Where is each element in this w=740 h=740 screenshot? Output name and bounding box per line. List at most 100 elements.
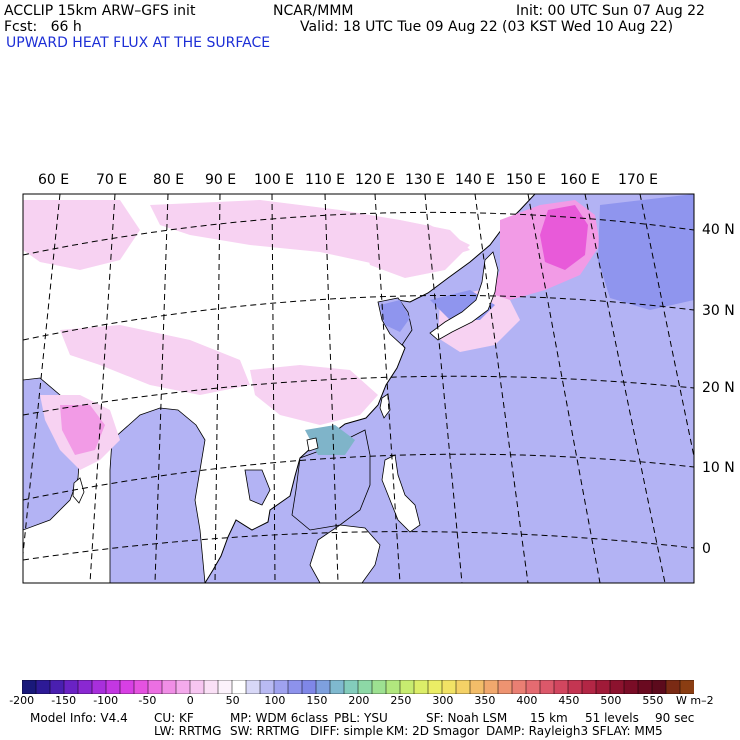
colorbar-tick-label: 300 [432,694,454,707]
colorbar-swatch [301,680,317,694]
pink-region-tibet [60,325,250,395]
lon-label: 150 E [506,172,547,188]
colorbar-tick-label: -200 [9,694,35,707]
colorbar-tick-label: -100 [93,694,119,707]
lon-label: 170 E [618,172,659,188]
colorbar-tick-label: 100 [264,694,286,707]
footer-diff: DIFF: simple [310,724,384,738]
gulf-of-thailand [244,469,271,506]
colorbar-swatch [469,680,485,694]
footer-pbl: PBL: YSU [334,711,388,725]
colorbar-swatch [595,680,611,694]
lon-label: 140 E [455,172,496,188]
colorbar-tick-label: 0 [186,694,194,707]
footer-mp: MP: WDM 6class [230,711,329,725]
lon-label: 100 E [254,172,295,188]
colorbar-swatch [245,680,261,694]
colorbar-swatch [623,680,639,694]
colorbar-swatch [525,680,541,694]
colorbar-swatch [161,680,177,694]
colorbar-swatch [259,680,275,694]
footer-damp: DAMP: Rayleigh3 [486,724,589,738]
colorbar-swatch [357,680,373,694]
colorbar-swatch [231,680,247,694]
colorbar-tick-label: -50 [138,694,157,707]
colorbar-swatch [637,680,653,694]
colorbar-tick-label: -150 [51,694,77,707]
lat-label: 0 [702,541,711,557]
footer-model-info: Model Info: V4.4 [30,711,128,725]
colorbar-swatch [287,680,303,694]
land-philippines [381,454,421,533]
map-frame [22,193,695,584]
pink-region-manchuria [360,225,470,278]
colorbar-swatch [413,680,429,694]
colorbar-swatch [483,680,499,694]
lat-label: 40 N [702,222,735,238]
colorbar-swatch [217,680,233,694]
colorbar-tick-label: 250 [390,694,412,707]
colorbar-swatch [91,680,107,694]
lon-label: 160 E [560,172,601,188]
footer-lw: LW: RRTMG [154,724,222,738]
colorbar-swatch [679,680,694,694]
magenta-ocean-core [540,205,588,270]
heat-flux-map [22,193,695,584]
colorbar-swatch [315,680,331,694]
colorbar [22,680,694,694]
colorbar-swatch [455,680,471,694]
colorbar-tick-label: 500 [600,694,622,707]
forecast-hour: Fcst: 66 h [4,19,82,35]
lon-label: 90 E [205,172,237,188]
colorbar-swatch [133,680,149,694]
colorbar-swatch [399,680,415,694]
colorbar-tick-label: 150 [306,694,328,707]
lat-label: 10 N [702,460,735,476]
colorbar-swatch [147,680,163,694]
land-borneo [309,524,381,583]
colorbar-tick-label: 450 [558,694,580,707]
pink-region-west [23,200,140,270]
lon-label: 60 E [38,172,70,188]
land-hainan [306,437,319,452]
lon-label: 70 E [96,172,128,188]
footer-sflay: SFLAY: MM5 [592,724,663,738]
init-time: Init: 00 UTC Sun 07 Aug 22 [516,3,705,19]
colorbar-swatch [567,680,583,694]
lon-label: 110 E [305,172,346,188]
colorbar-swatch [343,680,359,694]
colorbar-swatch [189,680,205,694]
lat-label: 20 N [702,380,735,396]
colorbar-swatch [329,680,345,694]
footer-sw: SW: RRTMG [230,724,300,738]
colorbar-swatch [22,680,37,694]
colorbar-swatch [49,680,65,694]
colorbar-swatch [175,680,191,694]
colorbar-tick-label: 50 [225,694,240,707]
footer-cu: CU: KF [154,711,194,725]
lon-label: 130 E [405,172,446,188]
footer-sf: SF: Noah LSM [426,711,508,725]
colorbar-swatch [105,680,121,694]
footer-timestep: 90 sec [655,711,695,725]
colorbar-swatch [539,680,555,694]
colorbar-swatch [511,680,527,694]
land-taiwan [379,393,391,419]
lat-label: 30 N [702,303,735,319]
colorbar-swatch [203,680,219,694]
pink-region-south-china [250,365,378,425]
colorbar-swatch [119,680,135,694]
lon-label: 120 E [355,172,396,188]
organization: NCAR/MMM [273,3,354,19]
colorbar-unit: W m–2 [676,694,714,707]
footer-levels: 51 levels [585,711,639,725]
valid-time: Valid: 18 UTC Tue 09 Aug 22 (03 KST Wed … [300,19,674,35]
colorbar-swatch [63,680,79,694]
pink-region-india-core [60,405,105,455]
colorbar-swatch [427,680,443,694]
colorbar-swatch [553,680,569,694]
land-sri-lanka [72,477,85,504]
colorbar-tick-label: 350 [474,694,496,707]
colorbar-swatch [273,680,289,694]
footer-resolution: 15 km [530,711,568,725]
